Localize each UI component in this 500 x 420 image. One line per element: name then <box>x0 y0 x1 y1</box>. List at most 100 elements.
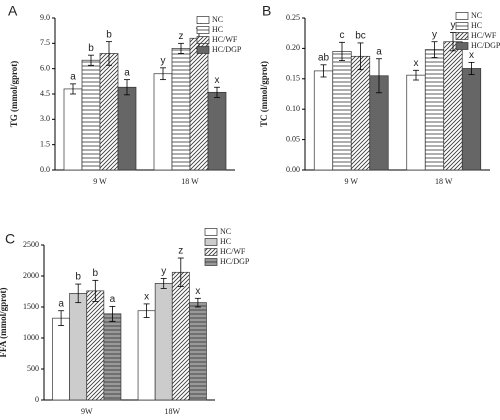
significance-letter: x <box>215 75 220 86</box>
significance-letter: y <box>161 266 166 277</box>
legend-swatch <box>196 36 210 44</box>
bar <box>99 53 119 171</box>
bar <box>332 51 352 171</box>
error-bar <box>468 61 475 75</box>
significance-letter: y <box>432 29 437 40</box>
legend-label: HC/WF <box>220 247 246 256</box>
error-bar <box>178 42 184 54</box>
error-bar <box>320 64 327 78</box>
legend-label: HC <box>212 25 223 34</box>
x-tick-label: 18 W <box>435 177 453 186</box>
x-tick-label: 18W <box>164 407 180 416</box>
bar <box>406 74 426 171</box>
y-tick-label: 0 <box>35 395 39 404</box>
legend-label: HC <box>220 237 231 246</box>
significance-letter: a <box>124 67 130 78</box>
y-tick-label: 0.0 <box>40 165 50 174</box>
error-bar <box>194 297 201 308</box>
bar <box>189 302 207 401</box>
legend-swatch <box>204 238 218 246</box>
significance-letter: a <box>110 294 116 305</box>
significance-letter: z <box>178 246 183 257</box>
legend-swatch <box>196 26 210 34</box>
significance-letter: x <box>195 286 200 297</box>
bar <box>443 41 463 171</box>
legend-swatch <box>455 42 469 50</box>
error-bar <box>339 41 345 61</box>
bar <box>350 55 371 171</box>
error-bar <box>124 79 130 96</box>
y-tick-label: 0.00 <box>286 165 300 174</box>
significance-letter: y <box>161 55 166 66</box>
legend-label: NC <box>220 227 231 236</box>
y-axis-label: TC (mmol/gprot) <box>259 61 269 127</box>
error-bar <box>413 69 419 81</box>
legend-swatch <box>196 16 210 24</box>
y-axis-label: FFA (mmol/gprot) <box>0 288 8 358</box>
panel-label: A <box>8 3 18 19</box>
significance-letter: ab <box>318 52 330 63</box>
y-axis-label: TG (mmol/gprot) <box>9 61 19 128</box>
legend-label: NC <box>471 11 482 20</box>
error-bar <box>58 310 65 327</box>
y-tick-label: 2000 <box>23 271 39 280</box>
x-tick-label: 9W <box>81 407 93 416</box>
y-tick-label: 6.0 <box>40 63 50 72</box>
error-bar <box>70 83 76 95</box>
y-tick-label: 0.05 <box>286 134 300 143</box>
legend-label: NC <box>212 15 223 24</box>
bar <box>189 37 209 171</box>
bar <box>81 59 101 171</box>
significance-letter: a <box>58 298 64 309</box>
error-bar <box>109 305 116 322</box>
y-tick-label: 0.20 <box>286 43 300 52</box>
error-bar <box>177 257 184 287</box>
error-bar <box>106 41 112 66</box>
significance-letter: a <box>70 72 76 83</box>
y-tick-label: 500 <box>27 364 39 373</box>
significance-letter: a <box>376 46 382 57</box>
bar <box>86 290 105 401</box>
y-tick-label: 4.5 <box>40 89 50 98</box>
bar <box>69 293 88 401</box>
x-tick-label: 18 W <box>181 177 199 186</box>
bar <box>153 73 173 171</box>
bar <box>103 313 122 401</box>
y-tick-label: 1000 <box>23 333 39 342</box>
y-tick-label: 0.25 <box>286 13 300 22</box>
legend-swatch <box>204 228 218 236</box>
bar <box>117 86 137 171</box>
bar <box>313 70 334 171</box>
y-tick-label: 3.0 <box>40 114 50 123</box>
legend-label: HC/WF <box>212 35 238 44</box>
x-tick-label: 9 W <box>345 177 359 186</box>
y-tick-label: 2500 <box>23 240 39 249</box>
significance-letter: z <box>179 31 184 42</box>
legend-swatch <box>455 12 469 20</box>
error-bar <box>160 67 166 81</box>
error-bar <box>92 279 99 302</box>
error-bar <box>160 278 167 289</box>
panel-label: C <box>5 231 15 247</box>
significance-letter: b <box>88 43 94 54</box>
y-tick-label: 1.5 <box>40 139 50 148</box>
significance-letter: b <box>75 272 81 283</box>
bar <box>154 283 173 401</box>
error-bar <box>75 283 82 304</box>
significance-letter: bc <box>355 31 366 42</box>
error-bar <box>357 42 364 71</box>
significance-letter: y <box>451 20 456 31</box>
error-bar <box>88 54 94 66</box>
y-tick-label: 9.0 <box>40 13 50 22</box>
error-bar <box>214 86 220 98</box>
legend-swatch <box>204 248 218 256</box>
legend-label: HC/DGP <box>220 257 250 266</box>
bar <box>171 48 191 171</box>
y-tick-label: 0.15 <box>286 74 300 83</box>
bar <box>207 91 227 171</box>
error-bar <box>431 41 438 58</box>
significance-letter: b <box>106 29 112 40</box>
error-bar <box>143 303 150 318</box>
y-tick-label: 1500 <box>23 302 39 311</box>
